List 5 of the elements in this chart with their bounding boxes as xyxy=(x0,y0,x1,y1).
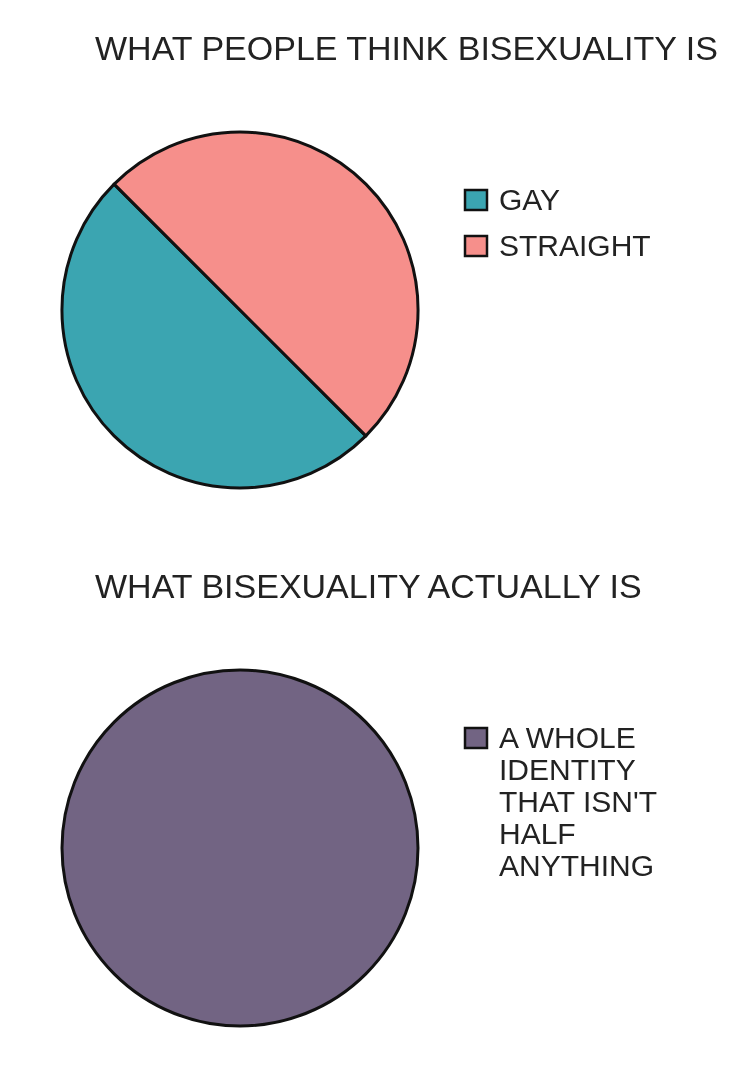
chart-title: WHAT BISEXUALITY ACTUALLY IS xyxy=(95,567,642,605)
legend-label: A WHOLE IDENTITY THAT ISN'T HALF ANYTHING xyxy=(499,721,657,882)
legend-label: STRAIGHT xyxy=(499,229,651,262)
legend-label: GAY xyxy=(499,183,561,216)
chart-title: WHAT PEOPLE THINK BISEXUALITY IS xyxy=(95,29,718,67)
